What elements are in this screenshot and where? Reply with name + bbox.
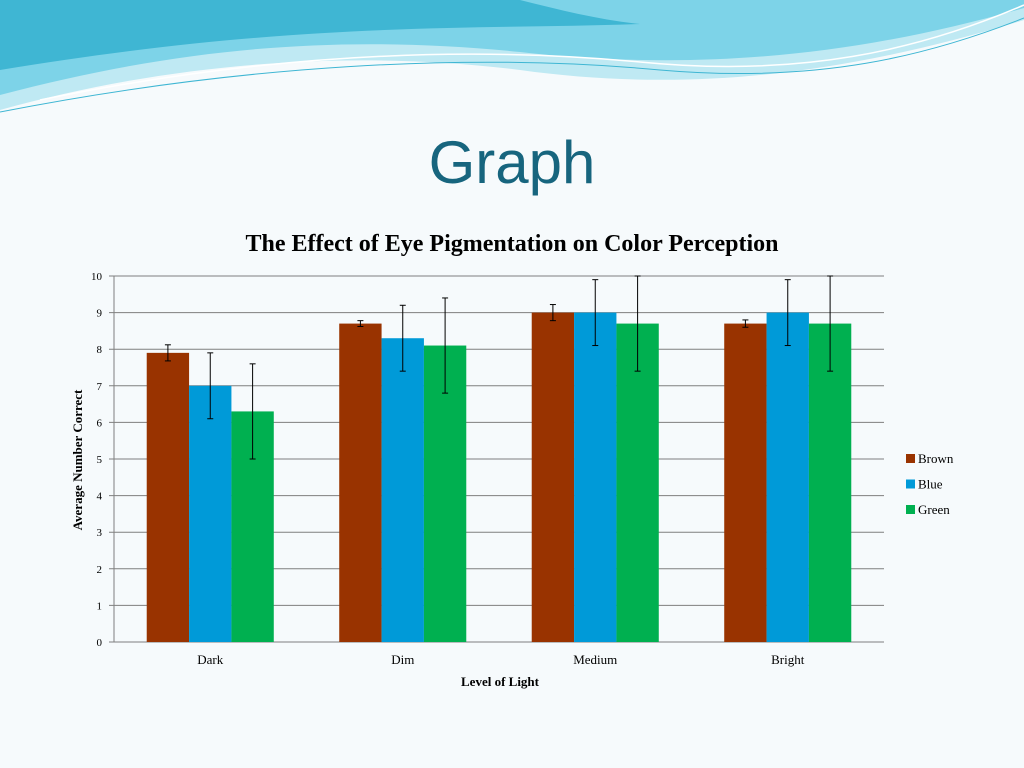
bar-green-dim: [423, 345, 467, 642]
bar-blue-bright: [766, 312, 809, 642]
x-axis-categories: Dark Dim Medium Bright: [197, 652, 804, 667]
x-category-label: Dark: [197, 652, 223, 667]
legend: Brown Blue Green: [906, 451, 954, 517]
y-axis-ticks: 0 1 2 3 4 5 6 7 8 9 10: [91, 271, 103, 649]
bar-brown-dark: [146, 352, 190, 642]
bar-brown-bright: [724, 323, 767, 642]
bar-blue-dark: [189, 385, 232, 642]
legend-swatch-green: [906, 505, 915, 514]
wave-shape-dark: [0, 0, 640, 70]
bars: [146, 312, 852, 642]
bar-brown-medium: [531, 312, 575, 642]
bar-blue-medium: [574, 312, 617, 642]
y-tick-label: 4: [97, 491, 103, 503]
y-tick-label: 1: [97, 600, 103, 612]
x-category-label: Medium: [573, 652, 617, 667]
x-axis-label: Level of Light: [461, 674, 540, 689]
legend-label-blue: Blue: [918, 477, 943, 492]
bar-brown-dim: [339, 323, 382, 642]
error-bars: [164, 275, 834, 460]
y-tick-label: 3: [97, 527, 103, 539]
bar-green-medium: [616, 323, 659, 642]
y-tick-label: 7: [97, 381, 103, 393]
bar-green-bright: [808, 323, 852, 642]
wave-line: [39, 4, 1024, 101]
x-category-label: Dim: [391, 652, 414, 667]
y-tick-label: 5: [97, 454, 103, 466]
y-tick-label: 8: [97, 344, 103, 356]
y-tick-label: 9: [97, 308, 103, 320]
legend-label-brown: Brown: [918, 451, 954, 466]
slide-title: Graph: [428, 129, 596, 196]
y-tick-label: 2: [97, 564, 103, 576]
legend-swatch-blue: [906, 479, 915, 489]
legend-swatch-brown: [906, 454, 915, 463]
x-category-label: Bright: [771, 652, 805, 667]
y-tick-label: 10: [91, 271, 103, 283]
y-tick-label: 6: [97, 417, 103, 429]
wave-line-2: [0, 17, 1024, 113]
decorative-wave-header: [0, 0, 1024, 113]
y-tick-label: 0: [97, 637, 103, 649]
chart-title: The Effect of Eye Pigmentation on Color …: [245, 231, 778, 257]
y-axis-label: Average Number Correct: [70, 389, 85, 530]
bar-blue-dim: [381, 338, 424, 642]
legend-label-green: Green: [918, 502, 950, 517]
